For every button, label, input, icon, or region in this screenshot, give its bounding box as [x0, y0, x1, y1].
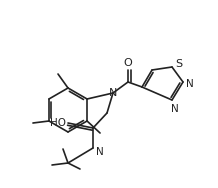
- Text: N: N: [96, 147, 104, 157]
- Text: HO: HO: [50, 118, 66, 128]
- Text: N: N: [171, 104, 179, 114]
- Text: S: S: [175, 59, 182, 69]
- Text: N: N: [109, 88, 117, 98]
- Text: N: N: [186, 79, 194, 89]
- Text: O: O: [124, 58, 132, 68]
